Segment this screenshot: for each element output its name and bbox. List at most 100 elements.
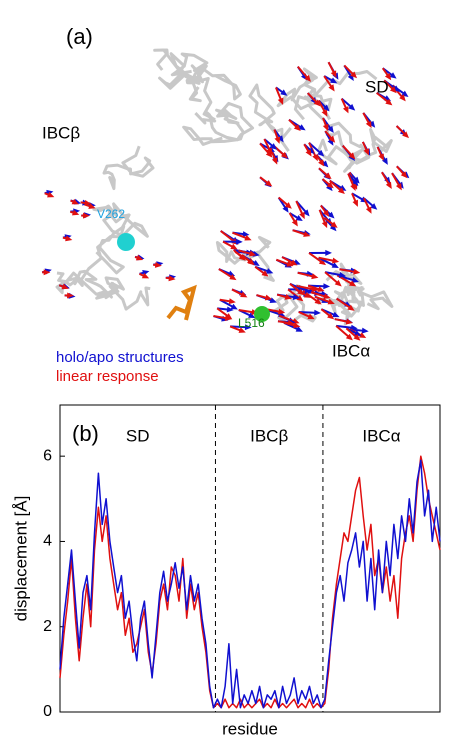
domain-label: IBCα: [332, 341, 370, 360]
arrow: [232, 231, 249, 240]
arrow-head: [385, 98, 393, 106]
arrow-head: [307, 313, 315, 320]
arrow: [296, 284, 315, 291]
arrow-head: [395, 183, 402, 191]
backbone: [325, 121, 371, 173]
arrow: [318, 256, 336, 263]
arrow-head: [292, 294, 300, 300]
arrow-head: [345, 333, 353, 341]
arrow-head: [353, 268, 361, 275]
arrow-head: [323, 293, 331, 300]
backbone: [169, 52, 209, 85]
backbone: [248, 83, 292, 152]
arrow: [278, 314, 297, 323]
structure-panel: [41, 48, 410, 341]
arrow-head: [266, 147, 273, 155]
arrow-head: [71, 198, 79, 205]
arrow-head: [370, 203, 378, 210]
arrow-head: [381, 157, 388, 165]
arrow-head: [302, 209, 310, 217]
arrow-head: [330, 221, 338, 228]
arrow-head: [305, 149, 312, 157]
arrow-head: [280, 151, 288, 159]
residue-sphere: [117, 233, 135, 251]
panel-label: (b): [72, 421, 99, 446]
arrow-head: [311, 273, 319, 280]
arrow-head: [284, 202, 292, 209]
arrow: [324, 271, 340, 285]
y-tick-label: 6: [43, 447, 52, 464]
arrow-head: [334, 279, 342, 287]
arrow-head: [238, 327, 246, 333]
arrow-head: [328, 84, 335, 92]
arrow: [314, 295, 332, 304]
arrow-head: [240, 291, 248, 298]
backbone: [56, 269, 125, 299]
panel-label: (a): [66, 24, 93, 49]
arrow-head: [332, 257, 340, 264]
arrow-head: [295, 326, 303, 332]
arrow-head: [168, 275, 176, 282]
backbone: [276, 67, 332, 122]
arrow-head: [322, 104, 330, 112]
arrow: [308, 252, 324, 264]
arrow-head: [337, 187, 345, 194]
arrow-head: [290, 259, 298, 266]
arrow-head: [365, 120, 372, 129]
legend-entry: linear response: [56, 368, 159, 385]
arrow-head: [298, 124, 306, 131]
backbone: [102, 145, 155, 191]
arrow-head: [277, 97, 284, 105]
arrow-head: [347, 304, 355, 311]
region-label: IBCβ: [250, 426, 288, 445]
arrow-head: [284, 294, 292, 300]
arrow: [310, 291, 328, 298]
series-line: [59, 455, 441, 709]
arrow-head: [349, 280, 357, 287]
arrow-head: [348, 103, 356, 111]
arrow-head: [293, 322, 301, 329]
arrow-head: [322, 209, 330, 217]
arrow-head: [351, 179, 359, 187]
arrow-head: [238, 254, 246, 261]
arrow-head: [266, 268, 274, 274]
arrow-head: [84, 199, 92, 206]
arrow-head: [230, 243, 238, 250]
arrow-head: [353, 330, 362, 337]
arrow-head: [141, 272, 150, 279]
arrow-head: [295, 215, 303, 222]
arrow-head: [330, 70, 337, 78]
arrow-head: [297, 288, 305, 296]
arrow-head: [261, 270, 269, 277]
arrow-head: [348, 152, 356, 160]
arrow-head: [327, 211, 335, 219]
residue-label: L516: [238, 316, 265, 330]
arrow-head: [363, 148, 369, 156]
arrow-head: [325, 249, 332, 256]
arrow-head: [353, 334, 361, 341]
arrow-head: [314, 298, 322, 305]
backbone: [316, 290, 394, 314]
arrow-head: [327, 312, 335, 320]
backbone: [215, 235, 275, 282]
x-axis-label: residue: [222, 719, 278, 738]
arrow-head: [248, 312, 256, 318]
arrow: [324, 271, 343, 277]
arrow-head: [135, 254, 144, 261]
arrow-head: [389, 86, 397, 94]
arrow-head: [242, 231, 250, 238]
arrow-head: [314, 309, 321, 316]
arrow-head: [299, 211, 305, 220]
arrow-head: [230, 303, 238, 310]
y-tick-label: 2: [43, 618, 52, 635]
arrow-head: [350, 71, 358, 79]
arrow-head: [236, 238, 243, 245]
arrow: [220, 230, 236, 244]
arrow-head: [226, 306, 234, 313]
arrow-head: [265, 180, 273, 187]
arrow-head: [304, 74, 311, 82]
arrow-head: [385, 181, 392, 190]
region-label: IBCα: [362, 426, 400, 445]
arrow-head: [322, 123, 329, 132]
arrow-head: [351, 277, 359, 283]
